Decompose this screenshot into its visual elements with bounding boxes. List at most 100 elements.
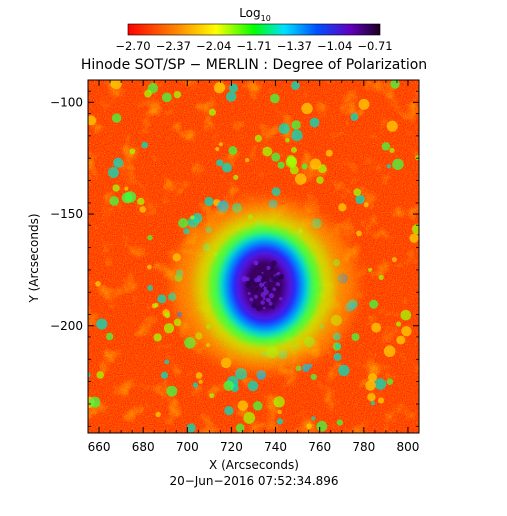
x-axis-label: X (Arcseconds) bbox=[209, 458, 299, 472]
polarization-patch bbox=[381, 142, 391, 151]
umbra-speckle bbox=[247, 291, 251, 296]
umbra-speckle bbox=[261, 275, 267, 280]
x-tick-label: 780 bbox=[352, 440, 375, 454]
polarization-patch bbox=[291, 129, 303, 142]
polarization-patch bbox=[291, 120, 301, 130]
polarization-patch bbox=[383, 345, 396, 358]
y-tick-label: −100 bbox=[50, 95, 83, 109]
polarization-patch bbox=[310, 158, 322, 170]
polarization-patch bbox=[233, 174, 239, 180]
umbra-speckle bbox=[262, 297, 266, 301]
polarization-patch bbox=[289, 165, 299, 175]
polarization-patch bbox=[107, 166, 119, 178]
polarization-patch bbox=[216, 159, 224, 167]
polarization-patch bbox=[273, 396, 285, 408]
polarization-patch bbox=[396, 335, 406, 345]
polarization-patch bbox=[355, 194, 365, 205]
polarization-patch bbox=[218, 142, 223, 147]
umbra-speckle bbox=[270, 305, 275, 310]
polarization-patch bbox=[363, 202, 369, 208]
colorbar-tick-labels: −2.70 −2.37 −2.04 −1.71 −1.37 −1.04 −0.71 bbox=[115, 39, 392, 53]
sunspot-umbra bbox=[172, 199, 357, 372]
polarization-patch bbox=[294, 173, 307, 185]
colorbar-tick-label: −1.37 bbox=[277, 39, 312, 53]
umbra-speckle bbox=[251, 303, 257, 308]
polarization-patch bbox=[124, 186, 129, 191]
umbra-speckle bbox=[270, 276, 276, 282]
polarization-patch bbox=[308, 363, 313, 368]
polarization-patch bbox=[186, 423, 196, 433]
polarization-patch bbox=[187, 216, 199, 228]
polarization-patch bbox=[401, 325, 412, 337]
polarization-patch bbox=[256, 370, 267, 380]
polarization-patch bbox=[302, 364, 310, 372]
polarization-patch bbox=[358, 98, 370, 110]
polarization-patch bbox=[109, 196, 120, 206]
polarization-patch bbox=[235, 423, 245, 433]
umbra-speckle bbox=[264, 282, 270, 288]
polarization-patch bbox=[316, 176, 324, 184]
polarization-patch bbox=[286, 155, 296, 164]
polarization-patch bbox=[113, 157, 124, 168]
polarization-patch bbox=[139, 206, 147, 213]
polarization-patch bbox=[350, 112, 359, 121]
polarization-patch bbox=[301, 163, 308, 170]
umbra-speckle bbox=[256, 305, 262, 312]
polarization-patch bbox=[370, 400, 376, 406]
umbra-speckle bbox=[275, 285, 279, 289]
x-tick-label: 700 bbox=[176, 440, 199, 454]
polarization-patch bbox=[183, 228, 190, 235]
heatmap-image bbox=[88, 80, 419, 433]
polarization-patch bbox=[244, 157, 250, 163]
polarization-patch bbox=[147, 285, 153, 291]
umbra-speckle bbox=[265, 297, 271, 303]
colorbar-tick-label: −1.71 bbox=[236, 39, 271, 53]
polarization-patch bbox=[224, 405, 234, 416]
polarization-patch bbox=[129, 148, 136, 155]
polarization-patch bbox=[141, 141, 149, 149]
polarization-patch bbox=[105, 332, 114, 341]
x-tick-label: 660 bbox=[88, 440, 111, 454]
polarization-patch bbox=[271, 187, 281, 197]
polarization-patch bbox=[88, 372, 91, 378]
polarization-patch bbox=[386, 164, 391, 169]
umbra-speckle bbox=[249, 297, 254, 302]
polarization-patch bbox=[237, 400, 249, 411]
polarization-patch bbox=[208, 108, 217, 116]
x-tick-label: 720 bbox=[220, 440, 243, 454]
polarization-patch bbox=[291, 146, 297, 153]
polarization-patch bbox=[247, 380, 259, 392]
colorbar bbox=[127, 23, 381, 36]
polarization-patch bbox=[235, 367, 247, 380]
polarization-patch bbox=[88, 115, 97, 126]
umbra-speckle bbox=[279, 296, 283, 301]
polarization-patch bbox=[377, 397, 385, 404]
timestamp: 20−Jun−2016 07:52:34.896 bbox=[169, 474, 338, 488]
polarization-patch bbox=[368, 267, 373, 272]
polarization-patch bbox=[213, 82, 226, 94]
polarization-patch bbox=[415, 155, 419, 161]
polarization-patch bbox=[164, 359, 170, 365]
polarization-patch bbox=[112, 184, 120, 192]
polarization-patch bbox=[157, 294, 167, 304]
polarization-patch bbox=[95, 281, 101, 287]
umbra-speckle bbox=[254, 291, 257, 294]
polarization-patch bbox=[96, 371, 105, 379]
umbra-speckle bbox=[255, 262, 259, 266]
polarization-patch bbox=[226, 91, 237, 102]
polarization-patch bbox=[198, 379, 203, 384]
polarization-patch bbox=[209, 393, 215, 399]
polarization-patch bbox=[390, 80, 400, 89]
colorbar-tick-label: −2.04 bbox=[196, 39, 231, 53]
x-axis-ticks: 660 680 700 720 740 760 780 800 bbox=[88, 80, 419, 454]
colorbar-tick-label: −1.04 bbox=[317, 39, 352, 53]
polarization-patch bbox=[336, 419, 343, 426]
polarization-patch bbox=[215, 147, 220, 152]
polarization-patch bbox=[262, 146, 273, 157]
colorbar-tick-label: −0.71 bbox=[357, 39, 392, 53]
umbra-speckle bbox=[258, 282, 264, 287]
polarization-patch bbox=[333, 353, 342, 361]
umbra-speckle bbox=[261, 271, 264, 274]
polarization-patch bbox=[367, 392, 376, 402]
